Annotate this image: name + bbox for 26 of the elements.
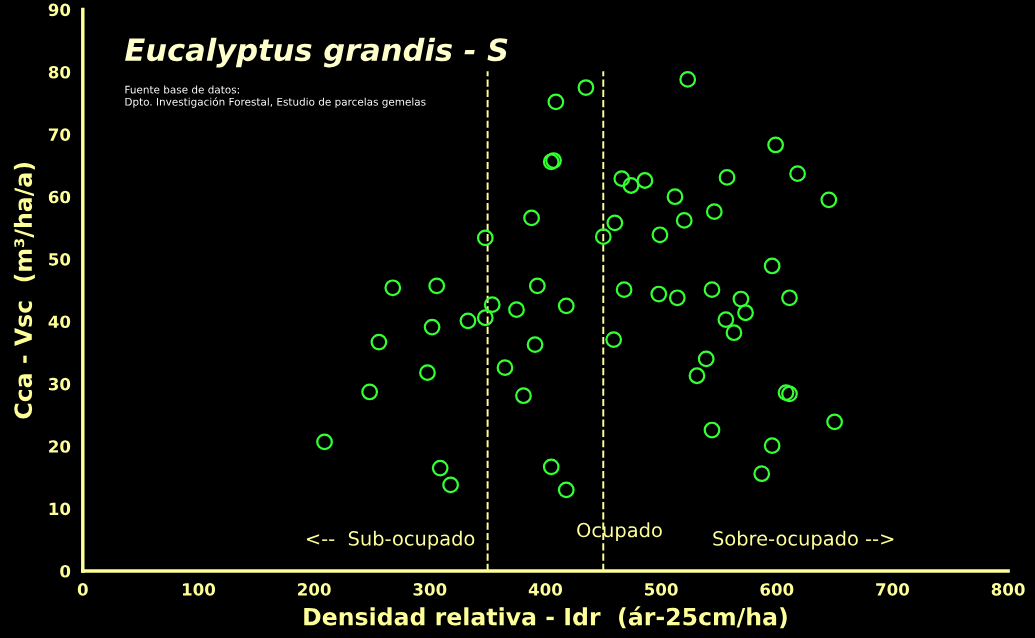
x-axis-title: Densidad relativa - Idr (ár-25cm/ha)	[304, 606, 787, 629]
y-tick-label: 90	[48, 3, 71, 17]
y-tick-label: 40	[48, 315, 71, 329]
y-tick-label: 10	[49, 502, 71, 516]
annotation: <-- Sub-ocupado	[306, 530, 475, 550]
text: Eucalyptus grandis - S	[125, 37, 508, 68]
x-tick-label: 200	[298, 583, 331, 596]
y-tick-label: 70	[48, 128, 71, 141]
x-tick-label: 300	[413, 583, 447, 596]
x-tick-label: 600	[760, 583, 794, 596]
y-tick-label: 20	[49, 440, 71, 453]
x-tick-label: 0	[77, 583, 88, 596]
x-tick-label: 500	[645, 583, 678, 596]
x-tick-label: 800	[991, 583, 1025, 596]
x-tick-label: 700	[876, 583, 910, 596]
x-tick-label: 400	[528, 583, 563, 596]
x-tick-label: 100	[182, 583, 216, 596]
annotation: Ocupado	[577, 522, 662, 542]
annotation: Sobre-ocupado -->	[713, 530, 894, 550]
annotation: Fuente base de datos: Dpto. Investigación Forestal, Estudio de parcelas gemelas	[125, 85, 426, 108]
y-tick-label: 80	[48, 65, 71, 79]
y-axis-title: Cca - Vsc (m³/ha/a)	[13, 162, 35, 419]
y-tick-label: 60	[48, 190, 71, 204]
y-tick-label: 50	[49, 253, 71, 266]
y-tick-label: 30	[48, 377, 71, 391]
y-tick-label: 0	[60, 564, 71, 578]
